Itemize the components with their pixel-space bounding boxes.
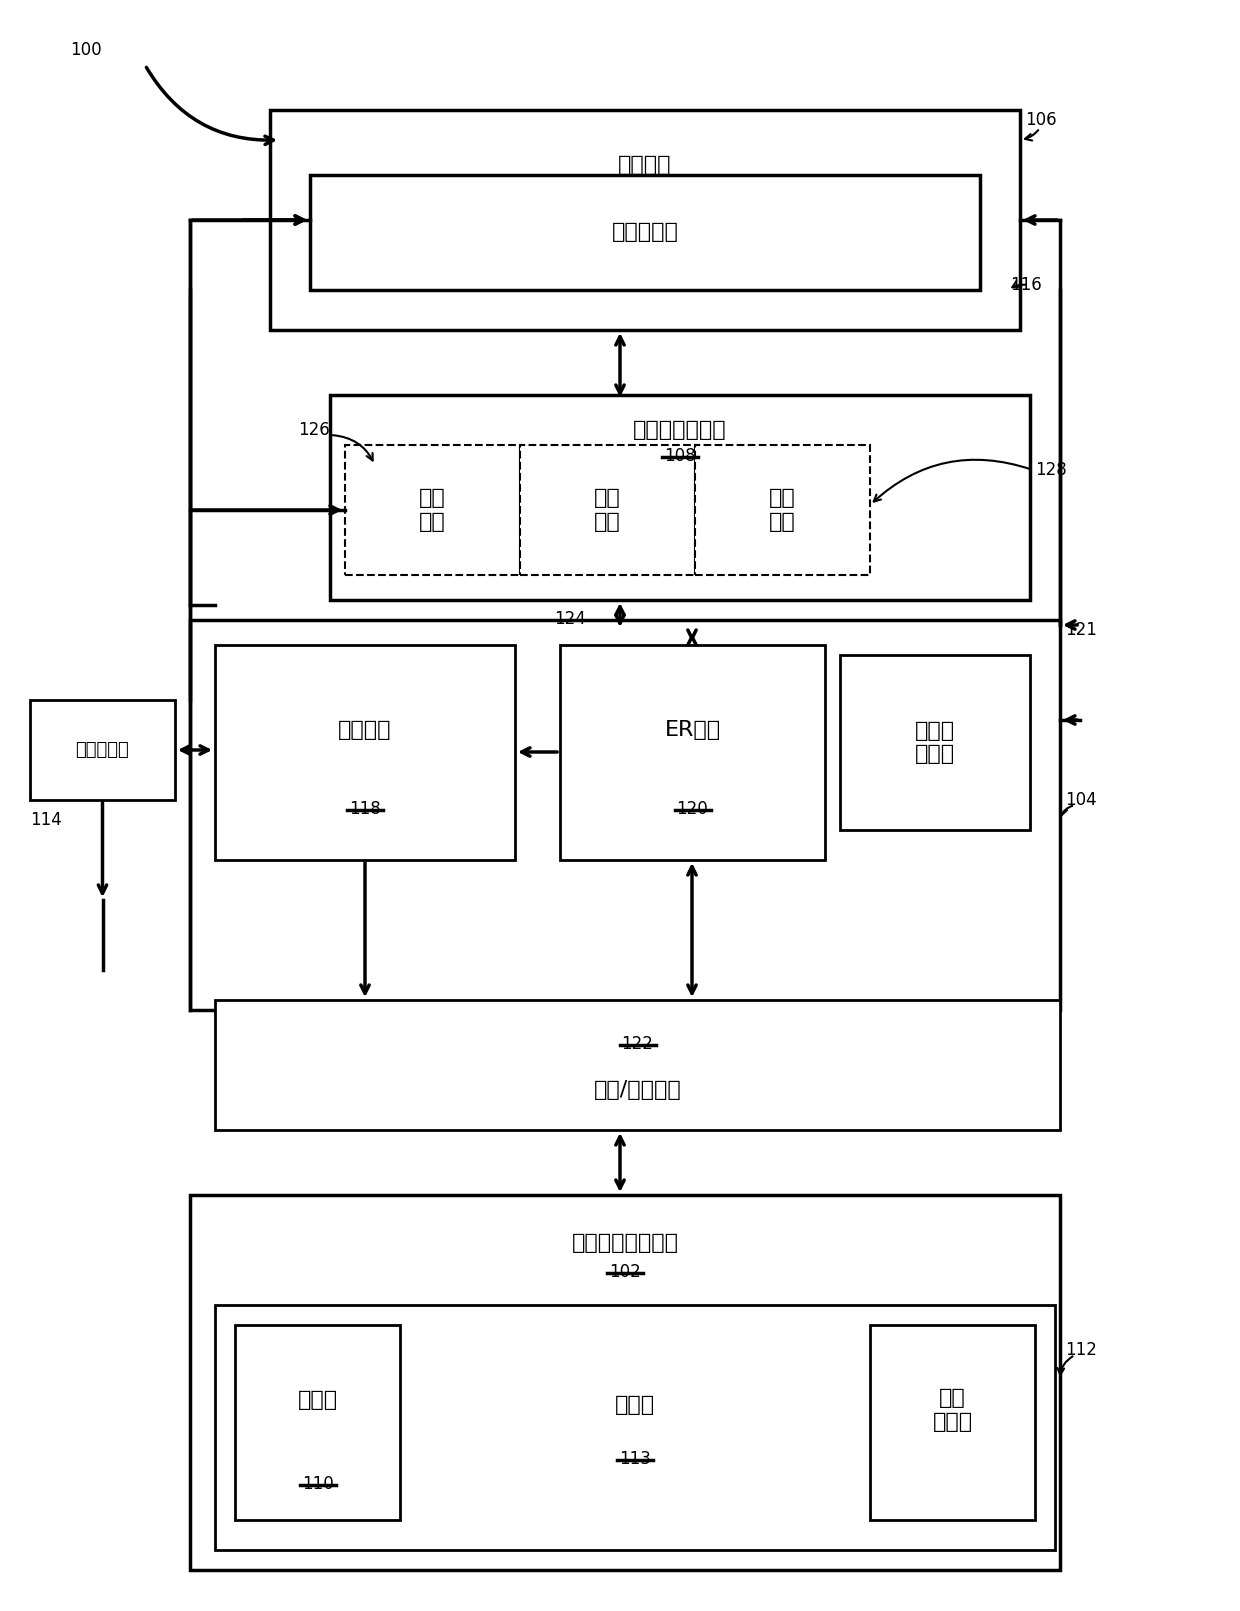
Text: 114: 114 [30,810,62,830]
Text: 非易失性存储阵列: 非易失性存储阵列 [572,1232,678,1253]
Text: 108: 108 [665,446,696,466]
Text: 110: 110 [301,1476,334,1493]
Text: 106: 106 [1025,111,1056,129]
Bar [215,644,515,860]
Bar [215,1305,1055,1550]
Text: 112: 112 [1065,1340,1097,1360]
Text: 物理块: 物理块 [615,1395,655,1414]
Text: 用户
数据: 用户 数据 [769,488,796,532]
Text: 控制接口: 控制接口 [619,155,672,176]
Bar [839,656,1030,830]
Text: 读出/写入电路: 读出/写入电路 [594,1079,681,1100]
Text: 原始
数据: 原始 数据 [594,488,621,532]
Bar [870,1324,1035,1521]
Bar [345,445,520,575]
Text: 128: 128 [1035,461,1066,478]
Text: 121: 121 [1065,620,1097,640]
Bar [520,445,694,575]
Text: 124: 124 [554,611,585,628]
Text: 120: 120 [677,801,708,818]
Text: ER电路: ER电路 [665,720,720,739]
Text: 本地数据存储器: 本地数据存储器 [634,420,727,440]
Bar [236,1324,401,1521]
Text: 100: 100 [69,40,102,60]
Bar [215,1000,1060,1129]
Text: 校正模
型特性: 校正模 型特性 [915,720,955,764]
Text: 122: 122 [621,1034,653,1054]
Text: 118: 118 [350,801,381,818]
Bar [560,644,825,860]
Text: 总线控制器: 总线控制器 [611,222,678,243]
Bar [310,176,980,290]
Text: 原始
数据页: 原始 数据页 [932,1389,972,1432]
Text: 126: 126 [299,420,330,440]
Text: 102: 102 [609,1263,641,1281]
Text: 阈値优化: 阈値优化 [339,720,392,739]
Text: 控制处理器: 控制处理器 [76,741,129,759]
Text: 数据页: 数据页 [298,1390,337,1410]
Bar [270,110,1021,330]
Bar [330,395,1030,599]
Text: 113: 113 [619,1450,651,1468]
Bar [190,1195,1060,1571]
Text: 116: 116 [1011,275,1042,293]
Bar [694,445,870,575]
Text: 校正
数据: 校正 数据 [419,488,446,532]
Bar [30,701,175,801]
Text: 104: 104 [1065,791,1096,809]
Bar [190,620,1060,1010]
